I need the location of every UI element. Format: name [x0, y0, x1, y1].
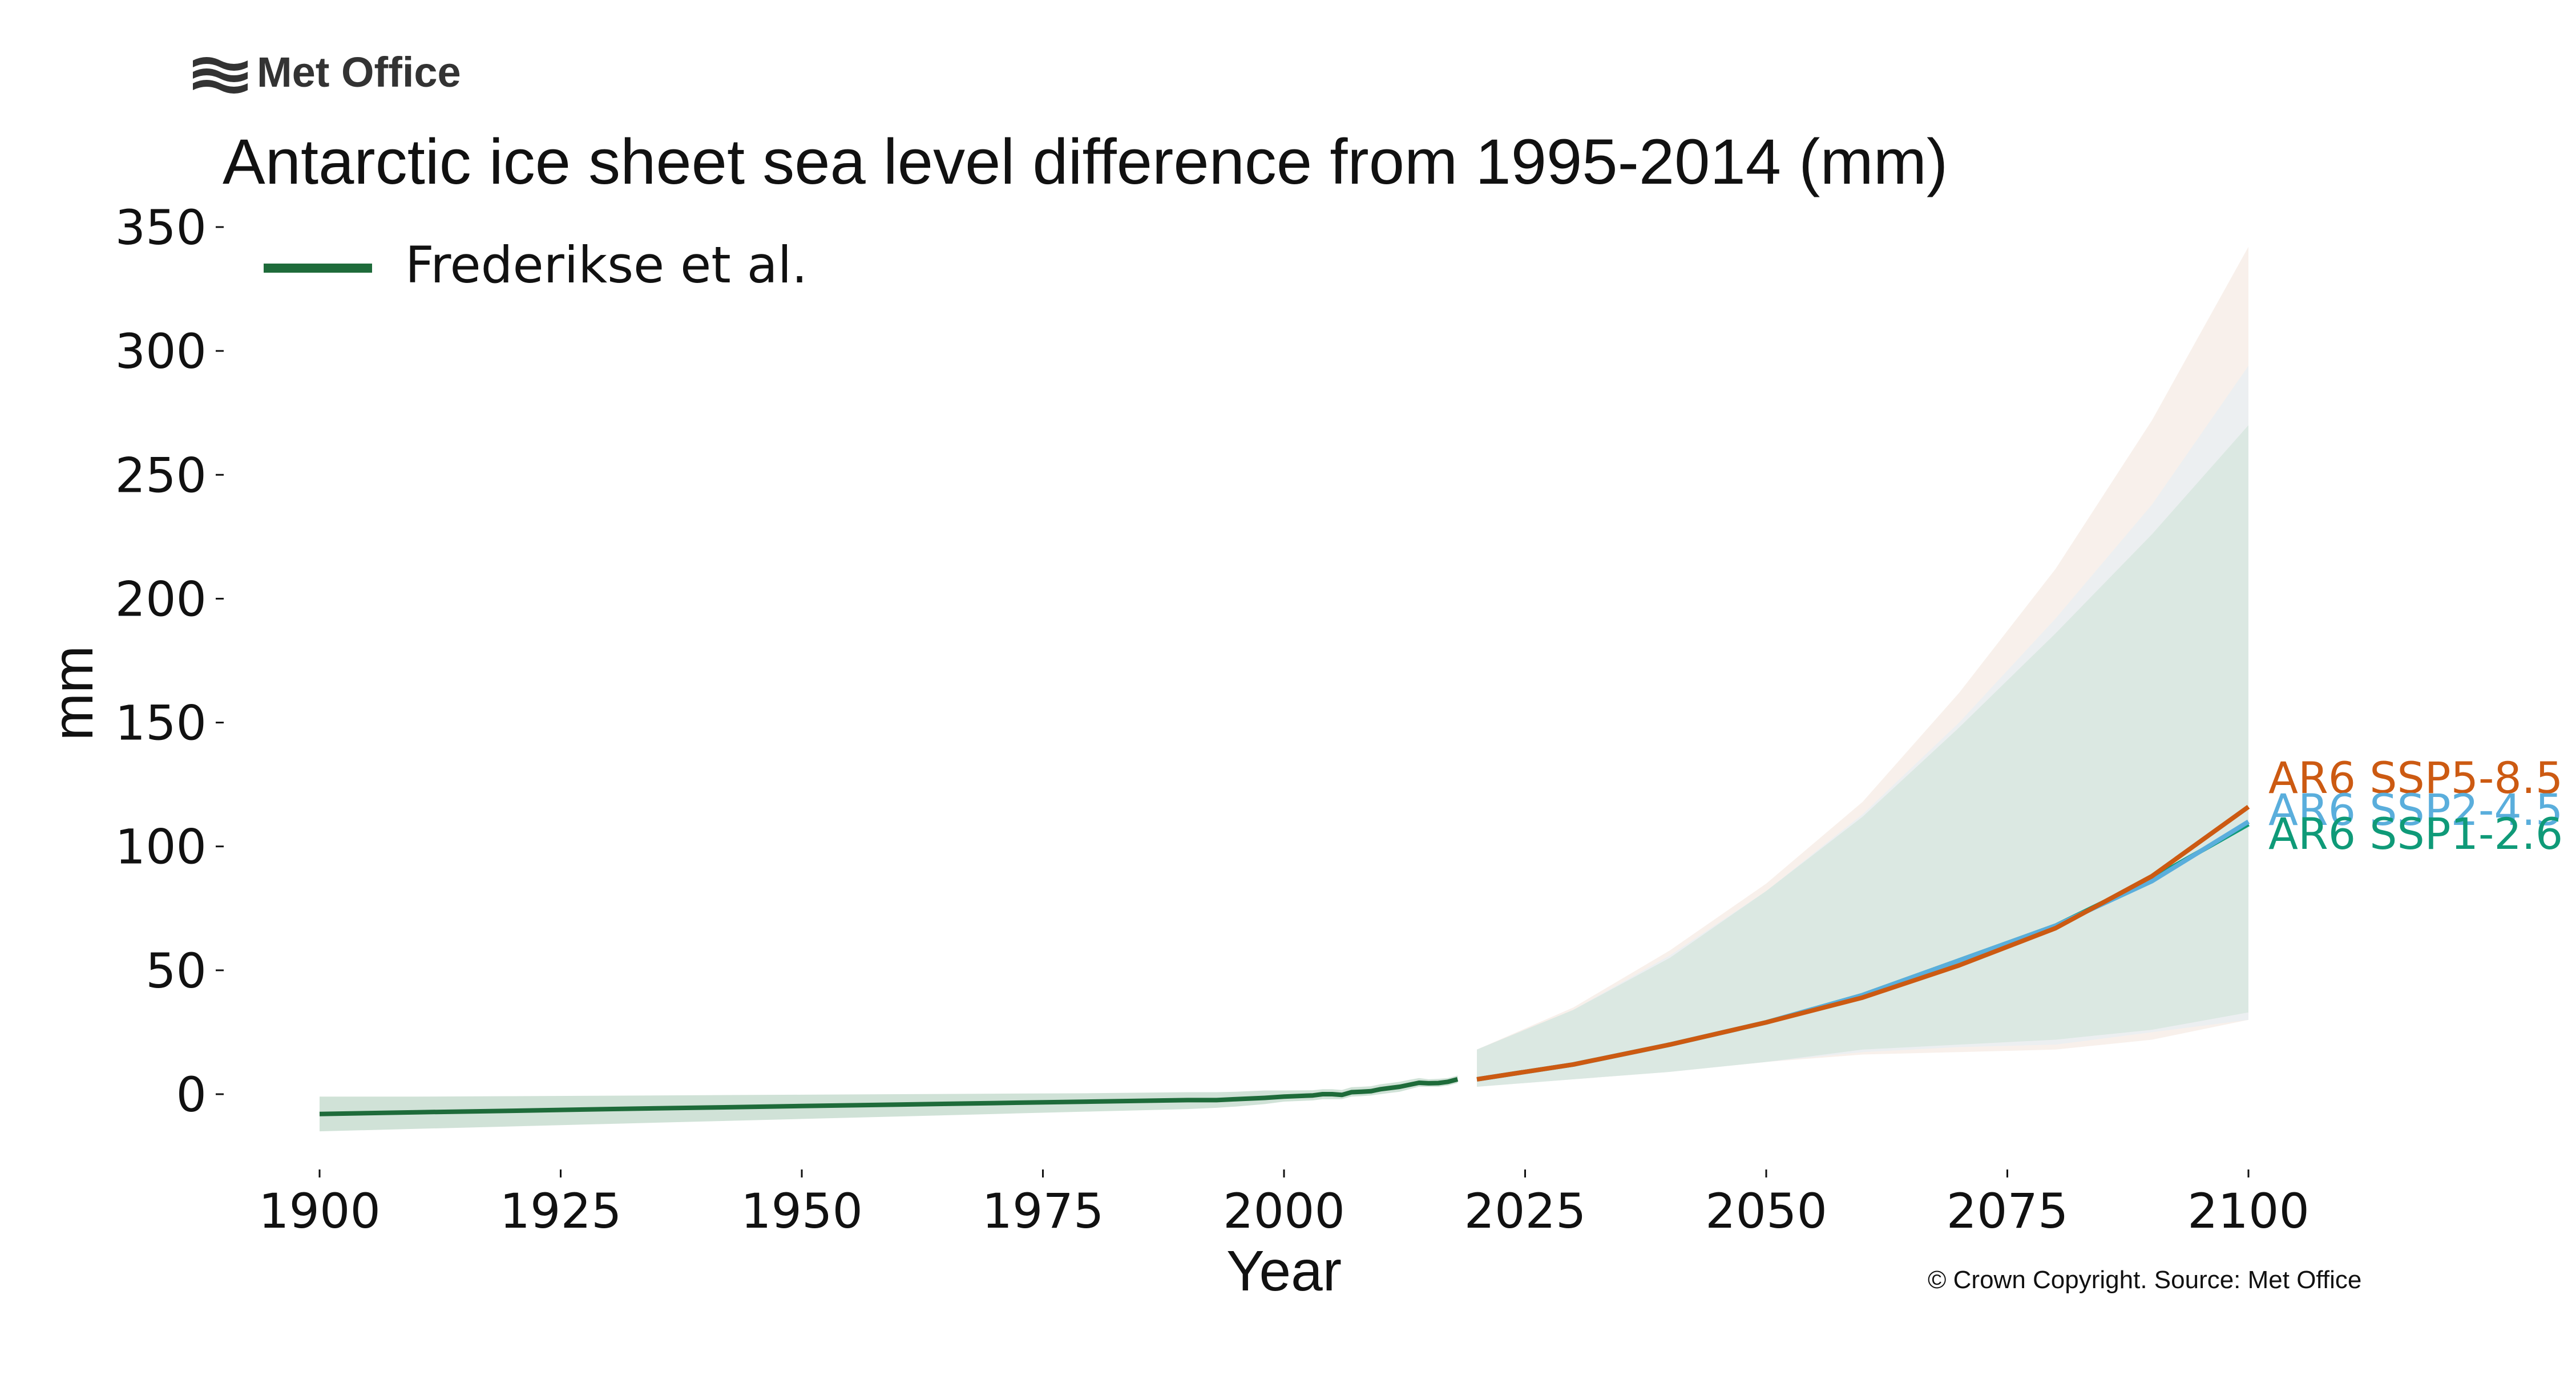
x-tick-label: 1900 — [259, 1183, 381, 1239]
y-tick-label: 50 — [146, 943, 207, 999]
x-tick-label: 2025 — [1464, 1183, 1586, 1239]
series-label-ssp126: AR6 SSP1-2.6 — [2268, 808, 2563, 859]
y-tick-label: 350 — [115, 200, 207, 256]
y-tick-label: 150 — [115, 695, 207, 751]
series-line-ssp585 — [1476, 804, 2250, 1082]
series-line-observed — [319, 1077, 1459, 1116]
y-tick-label: 300 — [115, 323, 207, 379]
series-label-ssp245: AR6 SSP2-4.5 — [2268, 784, 2563, 835]
x-tick-label: 1975 — [982, 1183, 1104, 1239]
y-tick-label: 200 — [115, 571, 207, 627]
x-tick-label: 2050 — [1705, 1183, 1827, 1239]
legend: Frederikse et al. — [264, 236, 807, 294]
axis-ticks: 350 300 250 200 150 100 50 0 1900 1925 1950 1975 200… — [115, 200, 2309, 1239]
brand-name: Met Office — [257, 48, 461, 96]
x-axis-label: Year — [1226, 1239, 1342, 1303]
band-ssp126 — [1477, 425, 2248, 1087]
y-axis-label: mm — [41, 646, 105, 741]
x-tick-label: 2100 — [2187, 1183, 2309, 1239]
y-tick-label: 250 — [115, 447, 207, 503]
series-label-ssp585: AR6 SSP5-8.5 — [2268, 752, 2563, 803]
copyright-notice: © Crown Copyright. Source: Met Office — [1928, 1266, 2361, 1294]
met-office-logo: Met Office — [193, 48, 461, 96]
y-tick-label: 0 — [176, 1067, 207, 1123]
y-tick-label: 100 — [115, 819, 207, 875]
x-tick-label: 2000 — [1223, 1183, 1345, 1239]
met-office-logo-icon — [193, 57, 248, 94]
plot-area — [319, 246, 2250, 1132]
x-tick-label: 1950 — [741, 1183, 863, 1239]
chart-title: Antarctic ice sheet sea level difference… — [223, 126, 1948, 197]
legend-label-observed: Frederikse et al. — [405, 236, 807, 294]
x-tick-label: 1925 — [500, 1183, 622, 1239]
x-tick-label: 2075 — [1947, 1183, 2069, 1239]
